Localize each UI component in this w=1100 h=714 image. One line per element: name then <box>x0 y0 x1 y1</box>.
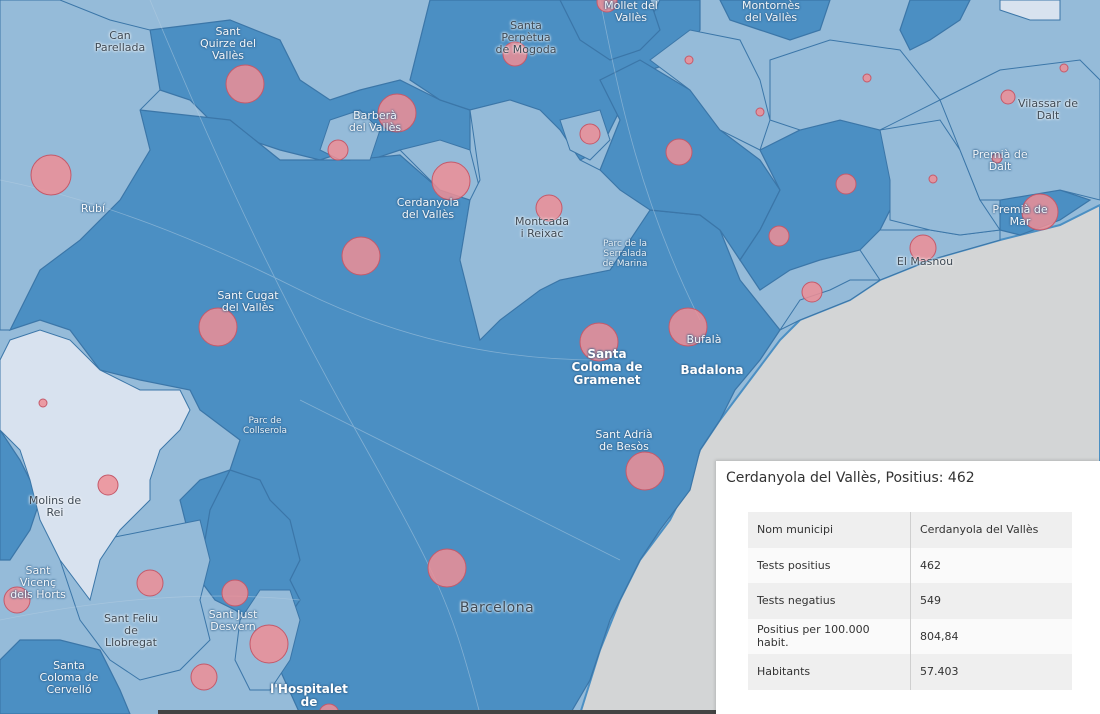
circle-molins <box>97 474 119 496</box>
circle-premia-dalt <box>991 152 1003 164</box>
table-row: Tests negatius 549 <box>748 583 1072 619</box>
light-municipalities <box>0 0 1061 602</box>
attr-key: Nom municipi <box>748 512 911 548</box>
attr-key: Positius per 100.000 habit. <box>748 618 911 654</box>
circle-masnou <box>909 234 937 262</box>
label-montornes: Montornès del Vallès <box>741 0 801 24</box>
circle-mollet <box>596 0 618 13</box>
table-row: Positius per 100.000 habit. 804,84 <box>748 618 1072 654</box>
label-bufala: Bufalà <box>686 333 722 346</box>
circle-small-1 <box>579 123 601 145</box>
label-mollet: Mollet del Vallès <box>604 0 658 24</box>
attr-value: 804,84 <box>910 618 1072 654</box>
popup-title: Cerdanyola del Vallès, Positius: 462 <box>726 470 975 486</box>
circle-small-6 <box>190 663 218 691</box>
label-sant-quirze: Sant Quirze del Vallès <box>199 25 257 62</box>
label-el-masnou: El Masnou <box>896 255 954 268</box>
circle-tiny-4 <box>1059 63 1069 73</box>
circle-barbera <box>377 93 417 133</box>
circle-sant-vicenc <box>3 586 31 614</box>
label-rubi: Rubí <box>80 202 106 215</box>
circle-sant-adria <box>625 451 665 491</box>
circle-rubi <box>30 154 72 196</box>
label-barbera: Barberà del Vallès <box>348 109 402 134</box>
circle-sant-quirze <box>225 64 265 104</box>
label-santa-perpetua: Santa Perpètua de Mogoda <box>495 19 557 56</box>
label-molins: Molins de Rei <box>28 494 82 519</box>
popup-attribute-table: Nom municipi Cerdanyola del Vallès Tests … <box>748 512 1072 690</box>
label-montcada: Montcada i Reixac <box>514 215 570 240</box>
attr-key: Tests positius <box>748 547 911 583</box>
circle-small-2 <box>665 138 693 166</box>
label-sant-adria: Sant Adrià de Besòs <box>595 428 653 453</box>
label-premia-mar: Premià de Mar <box>992 203 1048 228</box>
label-santa-coloma-cervello: Santa Coloma de Cervelló <box>39 659 99 696</box>
circle-vilassar <box>1000 89 1016 105</box>
table-row: Habitants 57.403 <box>748 654 1072 690</box>
bottom-strip <box>158 710 716 714</box>
label-vilassar: Vilassar de Dalt <box>1017 97 1079 122</box>
label-barcelona: Barcelona <box>459 600 535 616</box>
attr-key: Tests negatius <box>748 583 911 619</box>
circle-small-5 <box>801 281 823 303</box>
attr-value: 57.403 <box>910 654 1072 690</box>
roads <box>0 0 701 714</box>
circle-cerdanyola <box>431 161 471 201</box>
circle-small-3 <box>835 173 857 195</box>
circle-tiny-3 <box>862 73 872 83</box>
label-parc-serralada: Parc de la Serralada de Marina <box>602 239 648 269</box>
circle-tiny-5 <box>928 174 938 184</box>
attr-value: 462 <box>910 547 1072 583</box>
circle-sant-feliu <box>136 569 164 597</box>
circle-premia-mar <box>1021 193 1059 231</box>
label-sant-vicenc: Sant Vicenç dels Horts <box>10 564 66 601</box>
table-row: Nom municipi Cerdanyola del Vallès <box>748 512 1072 548</box>
circle-montcada <box>535 194 563 222</box>
circle-tiny-2 <box>755 107 765 117</box>
circle-tiny-6 <box>38 398 48 408</box>
label-hospitalet: l'Hospitalet de <box>270 682 348 709</box>
circle-sant-cugat <box>198 307 238 347</box>
label-cerdanyola: Cerdanyola del Vallès <box>396 196 460 221</box>
circle-tiny-1 <box>684 55 694 65</box>
label-sant-just: Sant Just Desvern <box>208 608 258 633</box>
attr-key: Habitants <box>748 654 911 690</box>
circle-barbera-small <box>327 139 349 161</box>
attr-value: Cerdanyola del Vallès <box>910 512 1072 548</box>
label-santa-coloma: Santa Coloma de Gramenet <box>571 347 643 387</box>
label-premia-dalt: Premià de Dalt <box>972 148 1028 173</box>
circle-santa-coloma <box>579 322 619 362</box>
case-circles[interactable] <box>3 0 1069 714</box>
feature-popup[interactable]: Cerdanyola del Vallès, Positius: 462 Nom… <box>716 461 1100 714</box>
circle-small-4 <box>768 225 790 247</box>
circle-sant-just <box>221 579 249 607</box>
circle-santa-perpetua <box>502 41 528 67</box>
label-parc-collserola: Parc de Collserola <box>242 416 288 436</box>
label-sant-feliu: Sant Feliu de Llobregat <box>103 612 159 649</box>
label-badalona: Badalona <box>680 363 744 377</box>
table-row: Tests positius 462 <box>748 547 1072 583</box>
circle-barcelona <box>427 548 467 588</box>
attr-value: 549 <box>910 583 1072 619</box>
circle-sant-cugat-north <box>341 236 381 276</box>
label-sant-cugat: Sant Cugat del Vallès <box>217 289 279 314</box>
circle-badalona <box>668 307 708 347</box>
label-can-parellada: Can Parellada <box>94 29 146 54</box>
circle-hospitalet <box>249 624 289 664</box>
